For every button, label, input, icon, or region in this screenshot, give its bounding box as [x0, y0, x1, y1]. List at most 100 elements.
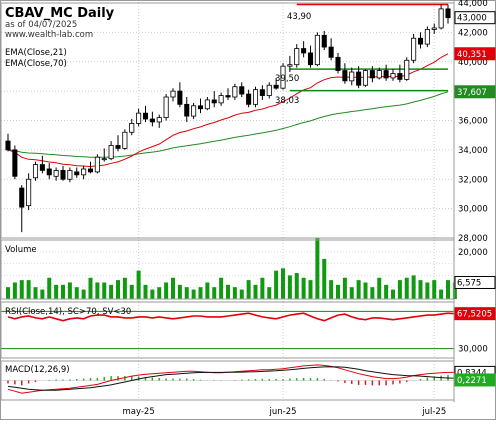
candle-body [39, 164, 45, 171]
volume-bar [74, 287, 79, 299]
volume-value-marker-bg [454, 275, 496, 289]
macd-panel-title: MACD(12,26,9) [5, 365, 70, 375]
volume-bar [384, 284, 389, 299]
volume-bar [143, 284, 148, 299]
candle-body [445, 8, 451, 19]
volume-bar [47, 277, 52, 299]
ema70-line [7, 91, 449, 158]
candle-body [383, 70, 389, 79]
candle-body [314, 34, 320, 66]
candle-body [342, 70, 348, 82]
candle-body [67, 170, 73, 180]
price-tick-label: 30,000 [458, 205, 488, 215]
x-tick-label: jul-25 [421, 407, 446, 417]
candle-body [177, 90, 183, 105]
volume-bar [136, 270, 141, 299]
volume-bar [95, 282, 100, 299]
volume-bar [40, 289, 45, 299]
volume-bar [281, 268, 285, 299]
price-tick-label: 40,000 [458, 58, 488, 68]
candle-body [81, 168, 87, 176]
low-annotation-label: 38,03 [275, 96, 299, 106]
candle-body [328, 46, 334, 58]
close-value-marker-bg [454, 11, 496, 25]
volume-bar [116, 280, 120, 299]
candle-body [19, 187, 25, 208]
volume-bar [377, 277, 382, 299]
volume-bar [425, 282, 430, 299]
candle-body [156, 117, 162, 123]
rsi-panel-title: RSI(Close,14), SC>70, SV<30 [5, 307, 131, 317]
rsi-value-marker-bg [454, 307, 496, 321]
candle-body [26, 178, 32, 207]
volume-bar [54, 284, 59, 299]
ema70-legend: EMA(Close,70) [5, 59, 67, 69]
price-tick-label: 28,000 [458, 234, 488, 244]
candle-body [239, 86, 245, 95]
rsi-value-marker: 67,5205 [457, 310, 492, 320]
price-tick-label: 36,000 [458, 117, 488, 127]
volume-bar [336, 284, 340, 299]
signal-value-marker: 0,2271 [457, 376, 487, 386]
candle-body [404, 59, 410, 80]
site-url: www.wealth-lab.com [5, 30, 93, 40]
ema21-value-marker: 40,351 [457, 50, 487, 60]
volume-bar [19, 280, 24, 299]
volume-bar [6, 287, 10, 299]
volume-bar [418, 280, 423, 299]
volume-bar [177, 284, 182, 299]
volume-bar [439, 289, 444, 299]
candle-body [287, 64, 293, 67]
rsi-tick-label: 30,000 [458, 345, 488, 355]
as-of-date: as of 04/07/2025 [5, 20, 77, 30]
candle-body [170, 90, 176, 98]
macd-signal-line [7, 366, 455, 391]
volume-bar [411, 275, 416, 299]
ema21-value-marker-bg [454, 47, 496, 61]
volume-bar [342, 277, 347, 299]
volume-bar [267, 287, 272, 299]
candle-body [225, 95, 231, 98]
candle-body [122, 131, 128, 149]
candle-body [362, 70, 369, 86]
signal-value-marker-bg [454, 373, 496, 387]
volume-bar [61, 284, 65, 299]
volume-bar [226, 284, 230, 299]
candle-body [438, 8, 444, 29]
candle-body [411, 37, 417, 61]
candle-body [129, 123, 135, 133]
candle-body [417, 37, 424, 45]
volume-bar [452, 282, 457, 299]
volume-bar [322, 258, 327, 299]
candle-body [149, 118, 155, 123]
volume-bar [232, 287, 237, 299]
volume-bar [150, 289, 155, 299]
volume-bar [198, 287, 203, 299]
candle-body [74, 171, 80, 176]
candle-body [397, 73, 403, 80]
candle-body [115, 145, 121, 149]
candle-body [390, 73, 396, 79]
candle-body [232, 86, 238, 98]
candle-body [259, 89, 265, 96]
volume-bar [122, 277, 127, 299]
ema70-value-marker-bg [454, 85, 496, 99]
candle-body [197, 105, 204, 110]
candle-body [108, 145, 114, 160]
volume-bar [109, 284, 114, 299]
high-annotation-label: 43,90 [287, 12, 311, 22]
volume-bar [246, 280, 251, 299]
ema21-legend: EMA(Close,21) [5, 48, 67, 58]
volume-bar [33, 287, 38, 299]
candle-body [142, 112, 149, 120]
candle-body [273, 84, 279, 89]
volume-tick-label: 20,000 [458, 248, 488, 258]
price-tick-label: 32,000 [458, 175, 488, 185]
price-tick-label: 42,000 [458, 28, 488, 38]
candle-body [307, 52, 314, 66]
volume-bar [397, 280, 402, 299]
close-value-marker: 43,000 [457, 14, 487, 24]
candle-body [376, 70, 382, 79]
candle-body [252, 89, 259, 105]
